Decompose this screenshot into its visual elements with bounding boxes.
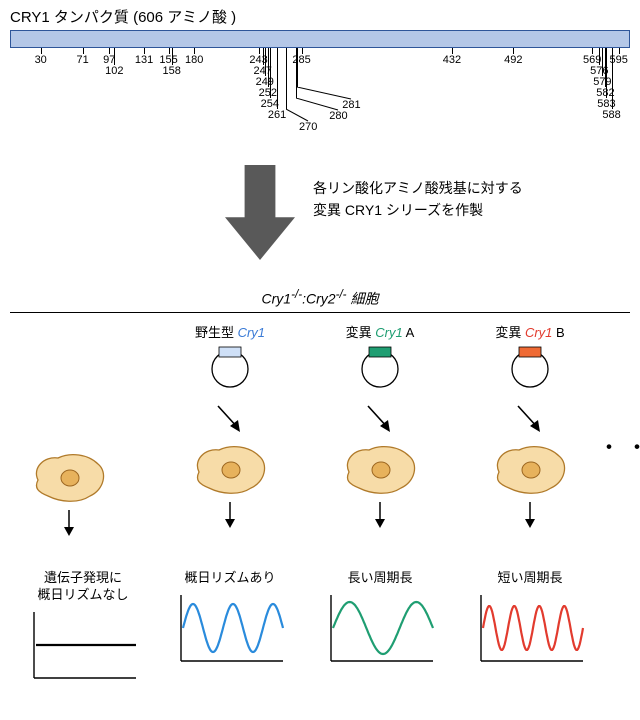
- tick-247: [263, 48, 264, 65]
- divider: [10, 312, 630, 313]
- tick-label-180: 180: [185, 54, 203, 66]
- outcome-label: 長い周期長: [315, 570, 445, 587]
- cells-header: Cry1-/-:Cry2-/- 細胞: [0, 288, 640, 309]
- arrow-icon: [210, 402, 250, 438]
- variant-label: 変異 Cry1 A: [315, 322, 445, 341]
- protein-title: CRY1 タンパク質 (606 アミノ酸 ): [10, 6, 236, 27]
- tick-158: [172, 48, 173, 65]
- outcome-label: 遺伝子発現に概日リズムなし: [18, 570, 148, 604]
- tick-583: [606, 48, 607, 98]
- cell-icon: [191, 442, 269, 496]
- arrow-icon: [365, 500, 395, 528]
- outcome-chart: [28, 610, 138, 680]
- ellipsis-dots: ・・・: [598, 430, 640, 462]
- arrow-icon: [360, 402, 400, 438]
- outcome-chart: [175, 593, 285, 663]
- plasmid-icon: [209, 345, 251, 389]
- tick-label-158: 158: [162, 65, 180, 77]
- outcome-label: 短い周期長: [465, 570, 595, 587]
- tick-254: [270, 48, 271, 98]
- cell-icon: [341, 442, 419, 496]
- outcome-chart: [325, 593, 435, 663]
- tick-252: [268, 48, 269, 87]
- tick-102: [114, 48, 115, 65]
- tick-label-30: 30: [35, 54, 47, 66]
- variant-label: 変異 Cry1 B: [465, 322, 595, 341]
- outcome-col-1: 概日リズムあり: [165, 570, 295, 668]
- tick-270: [286, 48, 287, 109]
- tick-249: [265, 48, 266, 76]
- outcome-label-line: 遺伝子発現に: [18, 570, 148, 587]
- arrow-label: 各リン酸化アミノ酸残基に対する変異 CRY1 シリーズを作製: [313, 177, 523, 222]
- tick-label-432: 432: [443, 54, 461, 66]
- variant-label: 野生型 Cry1: [165, 322, 295, 341]
- outcome-label-line: 長い周期長: [315, 570, 445, 587]
- tick-label-71: 71: [77, 54, 89, 66]
- outcome-label-line: 概日リズムあり: [165, 570, 295, 587]
- variant-col-0: 野生型 Cry1: [165, 322, 295, 532]
- cell-icon: [491, 442, 569, 496]
- tick-label-270: 270: [299, 121, 317, 133]
- tick-label-492: 492: [504, 54, 522, 66]
- arrow-label-line1: 各リン酸化アミノ酸残基に対する: [313, 180, 523, 196]
- tick-label-588: 588: [602, 109, 620, 121]
- arrow-icon: [215, 500, 245, 528]
- outcome-label-line: 短い周期長: [465, 570, 595, 587]
- arrow-icon: [54, 508, 84, 536]
- cell-icon: [30, 450, 108, 504]
- outcome-col-3: 短い周期長: [465, 570, 595, 668]
- outcome-col-0: 遺伝子発現に概日リズムなし: [18, 570, 148, 685]
- bare-cell: [30, 450, 108, 540]
- tick-label-595: 595: [610, 54, 628, 66]
- tick-261: [277, 48, 278, 109]
- tick-label-131: 131: [135, 54, 153, 66]
- arrow-label-line2: 変異 CRY1 シリーズを作製: [313, 202, 483, 218]
- tick-label-261: 261: [268, 109, 286, 121]
- outcome-label: 概日リズムあり: [165, 570, 295, 587]
- outcome-chart: [475, 593, 585, 663]
- tick-label-102: 102: [105, 65, 123, 77]
- tick-label-280: 280: [329, 110, 347, 122]
- plasmid-icon: [359, 345, 401, 389]
- tick-579: [602, 48, 603, 76]
- protein-bar: [10, 30, 630, 48]
- big-arrow-icon: [225, 165, 295, 260]
- arrow-icon: [510, 402, 550, 438]
- outcome-label-line: 概日リズムなし: [18, 587, 148, 604]
- variant-col-2: 変異 Cry1 B: [465, 322, 595, 532]
- big-arrow: [225, 165, 295, 265]
- variant-col-1: 変異 Cry1 A: [315, 322, 445, 532]
- outcome-col-2: 長い周期長: [315, 570, 445, 668]
- tick-label-285: 285: [292, 54, 310, 66]
- arrow-icon: [515, 500, 545, 528]
- plasmid-icon: [509, 345, 551, 389]
- tick-576: [599, 48, 600, 65]
- tick-label-281: 281: [342, 99, 360, 111]
